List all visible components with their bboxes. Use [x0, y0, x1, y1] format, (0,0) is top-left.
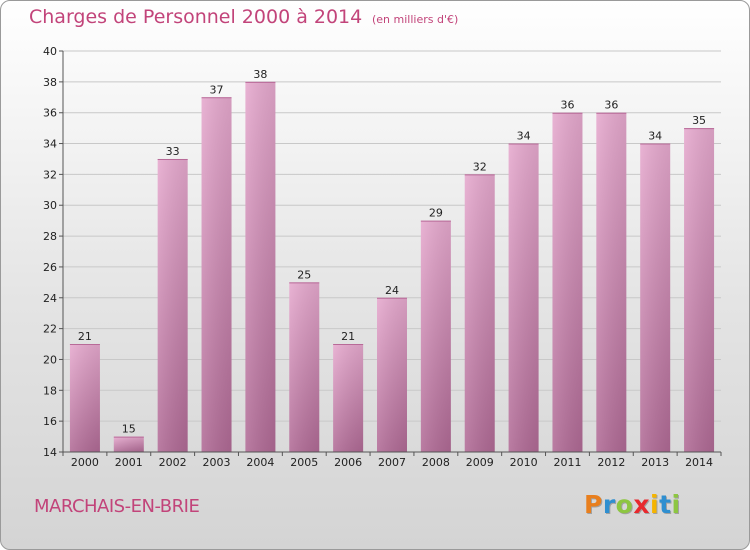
- bar-shade-2011: [552, 112, 583, 452]
- data-label: 21: [78, 330, 92, 343]
- data-label: 29: [429, 207, 443, 220]
- logo-letter: o: [615, 490, 634, 519]
- data-label: 36: [604, 99, 618, 112]
- y-tick-label: 36: [43, 107, 57, 120]
- bar-shade-2004: [245, 81, 276, 452]
- x-tick-label: 2011: [553, 456, 581, 469]
- x-tick-label: 2000: [71, 456, 99, 469]
- data-label: 36: [560, 99, 574, 112]
- logo-letter: x: [633, 490, 650, 519]
- bar-shade-2002: [157, 158, 188, 452]
- logo-letter: t: [659, 490, 672, 519]
- data-label: 34: [648, 130, 662, 143]
- x-tick-label: 2010: [510, 456, 538, 469]
- y-tick-label: 40: [43, 45, 57, 58]
- y-tick-label: 30: [43, 199, 57, 212]
- y-tick-label: 14: [43, 446, 57, 459]
- x-tick-label: 2002: [159, 456, 187, 469]
- data-label: 35: [692, 114, 706, 127]
- y-tick-label: 22: [43, 323, 57, 336]
- bar-shade-2009: [464, 174, 495, 452]
- bar-shade-2010: [508, 143, 539, 453]
- data-label: 15: [122, 423, 136, 436]
- y-tick-label: 24: [43, 292, 57, 305]
- x-tick-label: 2009: [466, 456, 494, 469]
- y-tick-label: 38: [43, 76, 57, 89]
- y-tick-label: 34: [43, 138, 57, 151]
- y-tick-label: 32: [43, 168, 57, 181]
- x-tick-label: 2004: [246, 456, 274, 469]
- x-tick-label: 2013: [641, 456, 669, 469]
- data-label: 21: [341, 330, 355, 343]
- logo-letter: i: [671, 490, 681, 519]
- y-tick-label: 16: [43, 415, 57, 428]
- data-label: 24: [385, 284, 399, 297]
- bar-shade-2014: [684, 128, 715, 452]
- data-label: 38: [253, 68, 267, 81]
- bar-shade-2003: [201, 97, 232, 453]
- x-tick-label: 2001: [115, 456, 143, 469]
- bar-shade-2007: [377, 297, 407, 452]
- x-tick-label: 2014: [685, 456, 713, 469]
- logo-letter: P: [584, 490, 603, 519]
- bar-shade-2013: [640, 143, 671, 453]
- y-tick-label: 28: [43, 230, 57, 243]
- bar-shade-2008: [420, 220, 451, 452]
- x-tick-label: 2008: [422, 456, 450, 469]
- chart-subtitle: (en milliers d'€): [372, 13, 459, 26]
- bar-shade-2012: [596, 112, 627, 452]
- x-tick-label: 2007: [378, 456, 406, 469]
- x-tick-label: 2012: [597, 456, 625, 469]
- data-label: 34: [517, 130, 531, 143]
- bar-shade-2001: [113, 436, 144, 452]
- data-label: 25: [297, 268, 311, 281]
- data-label: 37: [210, 83, 224, 96]
- y-tick-label: 26: [43, 261, 57, 274]
- commune-name: MARCHAIS-EN-BRIE: [34, 496, 200, 517]
- bar-shade-2005: [289, 282, 320, 452]
- x-tick-label: 2005: [290, 456, 318, 469]
- chart-title: Charges de Personnel 2000 à 2014: [29, 6, 363, 28]
- logo-letter: i: [650, 490, 660, 519]
- y-tick-label: 18: [43, 384, 57, 397]
- data-label: 33: [166, 145, 180, 158]
- y-tick-label: 20: [43, 353, 57, 366]
- bar-shade-2000: [69, 344, 100, 452]
- bar-shade-2006: [333, 344, 364, 452]
- x-tick-label: 2003: [203, 456, 231, 469]
- proxiti-logo: Proxiti: [584, 490, 681, 519]
- logo-letter: r: [602, 490, 616, 519]
- x-tick-label: 2006: [334, 456, 362, 469]
- data-label: 32: [473, 160, 487, 173]
